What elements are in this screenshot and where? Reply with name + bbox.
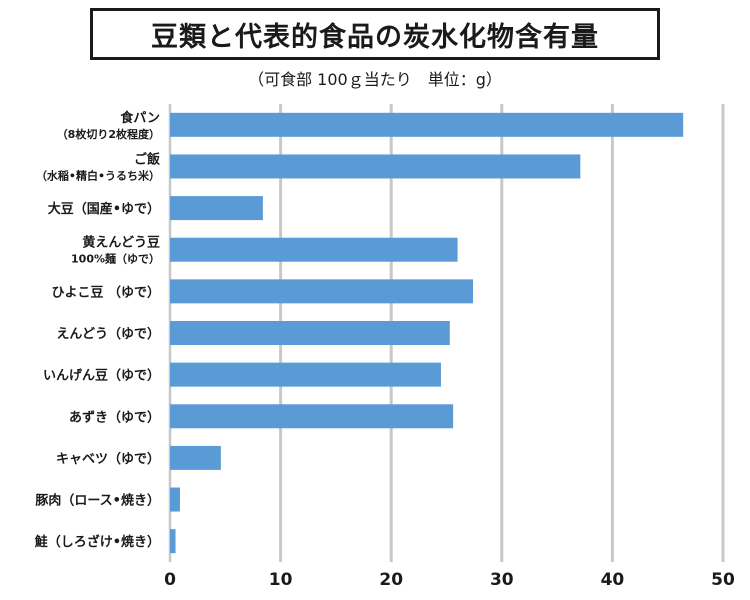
bar — [170, 362, 441, 387]
category-label: 黄えんどう豆 — [82, 235, 160, 251]
category-label: えんどう（ゆで） — [56, 326, 160, 342]
category-label: キャベツ（ゆで） — [56, 451, 160, 467]
chart-title-box: 豆類と代表的食品の炭水化物含有量 — [90, 8, 660, 60]
category-label: 豚肉（ロース•焼き） — [35, 493, 160, 509]
category-label: ご飯 — [134, 151, 160, 167]
category-label: 食パン — [120, 110, 160, 126]
category-label: 100%麺（ゆで） — [71, 252, 160, 266]
category-label: 鮭（しろざけ•焼き） — [34, 534, 160, 550]
category-label: ひよこ豆 （ゆで） — [51, 284, 160, 300]
x-tick-label: 10 — [269, 570, 293, 590]
bar — [170, 196, 263, 221]
bar — [170, 445, 221, 470]
x-tick-label: 30 — [490, 570, 514, 590]
bar — [170, 237, 458, 262]
bar — [170, 279, 474, 304]
bar — [170, 112, 684, 137]
x-tick-label: 0 — [164, 570, 176, 590]
category-label: いんげん豆（ゆで） — [43, 368, 160, 384]
category-label: 大豆（国産•ゆで） — [48, 201, 160, 217]
chart-title: 豆類と代表的食品の炭水化物含有量 — [151, 21, 599, 53]
category-label: （水稲•精白•うるち米） — [36, 168, 160, 182]
x-tick-label: 40 — [601, 570, 625, 590]
bar — [170, 404, 454, 429]
bar — [170, 529, 176, 554]
chart-subtitle: （可食部 100ｇ当たり 単位：g） — [248, 70, 502, 89]
category-label: あずき（ゆで） — [69, 409, 160, 425]
bar — [170, 487, 180, 512]
x-tick-label: 50 — [711, 570, 735, 590]
category-label: （8枚切り2枚程度） — [57, 127, 160, 141]
x-tick-label: 20 — [379, 570, 403, 590]
bar — [170, 321, 450, 345]
bar — [170, 154, 581, 179]
